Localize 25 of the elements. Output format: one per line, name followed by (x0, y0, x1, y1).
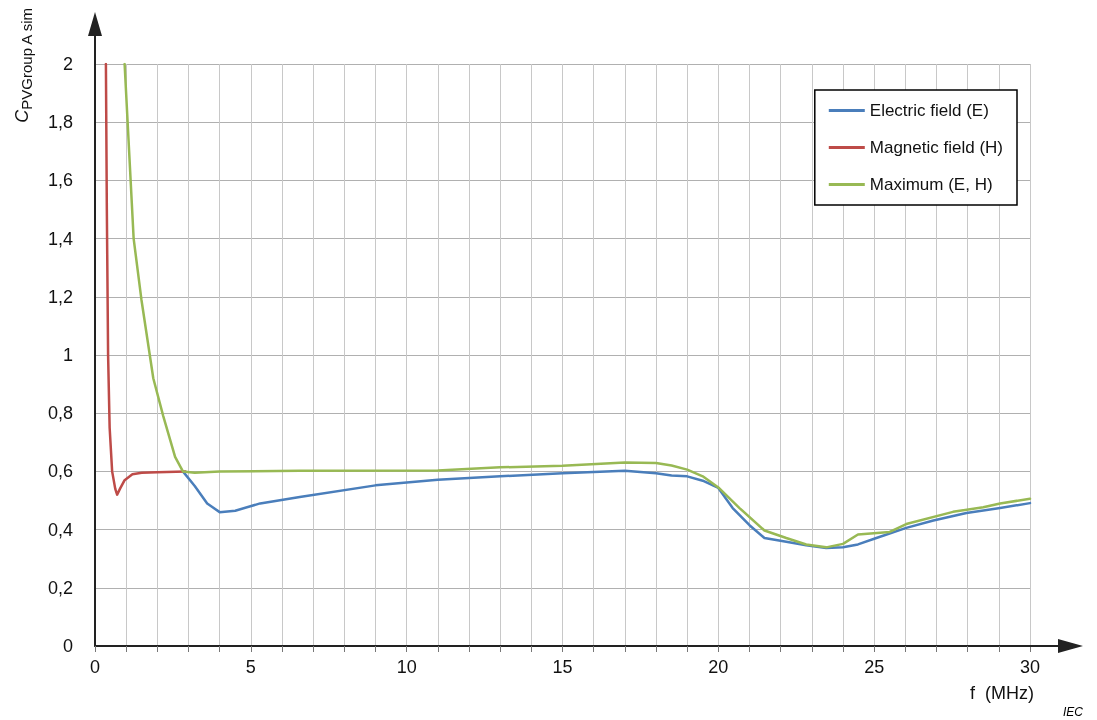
x-axis-title: f (MHz) (970, 683, 1034, 703)
x-tick-label: 15 (552, 657, 573, 677)
legend-label: Magnetic field (H) (869, 138, 1004, 157)
y-tick-label: 0,6 (47, 461, 73, 482)
line-series (123, 62, 1032, 549)
y-tick-label: 1 (62, 345, 73, 365)
y-tick-label: 1,6 (47, 170, 73, 191)
text: IEC (1063, 705, 1084, 719)
y-tick-label: 2 (62, 54, 73, 74)
y-tick-label: 0,2 (47, 577, 73, 598)
legend-label: Electric field (E) (869, 101, 989, 120)
y-tick-label: 0,8 (47, 403, 73, 424)
x-tick-label: 5 (245, 657, 256, 677)
legend-label: Maximum (E, H) (869, 175, 993, 194)
x-tick-label: 25 (864, 657, 885, 677)
y-tick-label: 1,8 (47, 112, 73, 133)
y-tick-label: 0 (62, 636, 73, 656)
y-tick-label: 1,2 (47, 286, 73, 307)
x-tick-label: 20 (708, 657, 729, 677)
x-tick-label: 30 (1019, 657, 1041, 677)
x-tick-label: 10 (396, 657, 417, 677)
y-tick-label: 1,4 (47, 228, 73, 249)
line-series (181, 469, 1032, 550)
x-tick-label: 0 (89, 657, 101, 677)
y-tick-label: 0,4 (47, 519, 73, 540)
